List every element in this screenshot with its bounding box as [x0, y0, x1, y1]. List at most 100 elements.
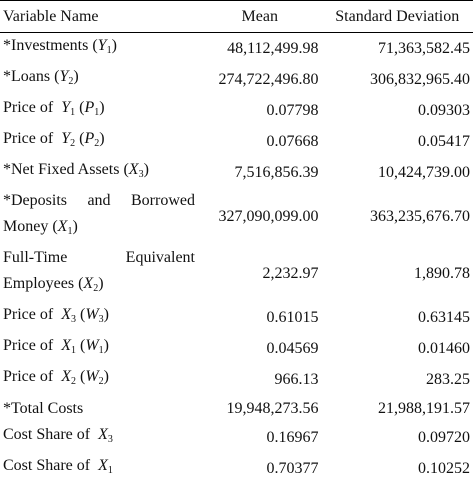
label-symbol: Y [61, 99, 70, 116]
mean-value: 0.07798 [198, 95, 322, 126]
variable-name: Cost Share of X3 [0, 422, 198, 453]
label-text: ) [98, 275, 103, 292]
variable-name: Price of X2 (W2) [0, 364, 198, 395]
sd-value: 0.09720 [322, 422, 473, 453]
sd-value: 10,424,739.00 [322, 157, 473, 188]
header-cell: Mean [198, 1, 322, 33]
label-text: Price of [3, 306, 61, 323]
mean-value: 274,722,496.80 [198, 64, 322, 95]
header-cell: Variable Name [0, 1, 198, 33]
mean-value: 2,232.97 [198, 245, 322, 302]
label-symbol: W [85, 306, 98, 323]
variable-name: *Total Costs [0, 395, 198, 422]
mean-value: 0.16967 [198, 422, 322, 453]
label-text: Price of [3, 368, 61, 385]
label-text: ( [76, 368, 85, 385]
label-text: ) [144, 161, 149, 178]
label-subscript: 1 [108, 465, 113, 476]
header-cell: Standard Deviation [322, 1, 473, 33]
sd-value: 0.63145 [322, 302, 473, 333]
header-row: Variable Name Mean Standard Deviation [0, 1, 473, 33]
variable-name: *Loans (Y2) [0, 64, 198, 95]
label-text: ) [99, 99, 104, 116]
label-symbol: X [61, 306, 71, 323]
label-symbol: X [61, 368, 71, 385]
label-text: ) [72, 218, 77, 235]
mean-value: 327,090,099.00 [198, 188, 322, 245]
label-text: ) [112, 37, 117, 54]
label-text: ) [104, 368, 109, 385]
label-text: Price of [3, 130, 61, 147]
label-text: *Total Costs [3, 400, 83, 417]
mean-value: 0.04569 [198, 333, 322, 364]
label-text: ( [76, 337, 85, 354]
label-text: Price of [3, 337, 61, 354]
variable-name: Price of Y1 (P1) [0, 95, 198, 126]
label-symbol: X [58, 218, 68, 235]
label-symbol: Y [59, 68, 68, 85]
variable-name: Price of X1 (W1) [0, 333, 198, 364]
sd-value: 0.10252 [322, 453, 473, 484]
label-text: ( [76, 306, 85, 323]
mean-value: 966.13 [198, 364, 322, 395]
label-text: ) [104, 337, 109, 354]
label-symbol: X [98, 457, 108, 474]
label-symbol: X [83, 275, 93, 292]
label-text: ) [73, 68, 78, 85]
mean-value: 0.61015 [198, 302, 322, 333]
mean-value: 0.07668 [198, 126, 322, 157]
label-text: *Net Fixed Assets ( [3, 161, 129, 178]
page: Variable Name Mean Standard Deviation *I… [0, 0, 473, 429]
table-row: *Deposits and Borrowed Money (X1)327,090… [0, 188, 473, 245]
variable-name: Full-Time Equivalent Employees (X2) [0, 245, 198, 302]
label-subscript: 3 [108, 434, 113, 445]
label-text: Cost Share of [3, 457, 98, 474]
label-symbol: W [85, 337, 98, 354]
label-text: *Deposits and Borrowed Money ( [3, 192, 199, 235]
mean-value: 48,112,499.98 [198, 33, 322, 65]
variable-name: *Deposits and Borrowed Money (X1) [0, 188, 198, 245]
label-symbol: X [129, 161, 139, 178]
sd-value: 0.09303 [322, 95, 473, 126]
mean-value: 7,516,856.39 [198, 157, 322, 188]
mean-value: 19,948,273.56 [198, 395, 322, 422]
label-symbol: X [61, 337, 71, 354]
variable-name: Price of X3 (W3) [0, 302, 198, 333]
label-text: *Loans ( [3, 68, 59, 85]
variable-name: Price of Y2 (P2) [0, 126, 198, 157]
label-text: *Investments ( [3, 37, 98, 54]
sd-value: 21,988,191.57 [322, 395, 473, 422]
label-text: ) [104, 306, 109, 323]
sd-value: 1,890.78 [322, 245, 473, 302]
label-symbol: Y [61, 130, 70, 147]
sd-value: 363,235,676.70 [322, 188, 473, 245]
table-row: Full-Time Equivalent Employees (X2)2,232… [0, 245, 473, 302]
label-text: ) [99, 130, 104, 147]
sd-value: 283.25 [322, 364, 473, 395]
sd-value: 71,363,582.45 [322, 33, 473, 65]
sd-value: 306,832,965.40 [322, 64, 473, 95]
variable-name: *Net Fixed Assets (X3) [0, 157, 198, 188]
label-symbol: P [84, 99, 94, 116]
label-symbol: Y [98, 37, 107, 54]
label-symbol: P [84, 130, 94, 147]
variable-name: Cost Share of X1 [0, 453, 198, 484]
sd-value: 0.05417 [322, 126, 473, 157]
sd-value: 0.01460 [322, 333, 473, 364]
label-symbol: W [85, 368, 98, 385]
label-text: Price of [3, 99, 61, 116]
variable-name: *Investments (Y1) [0, 33, 198, 65]
